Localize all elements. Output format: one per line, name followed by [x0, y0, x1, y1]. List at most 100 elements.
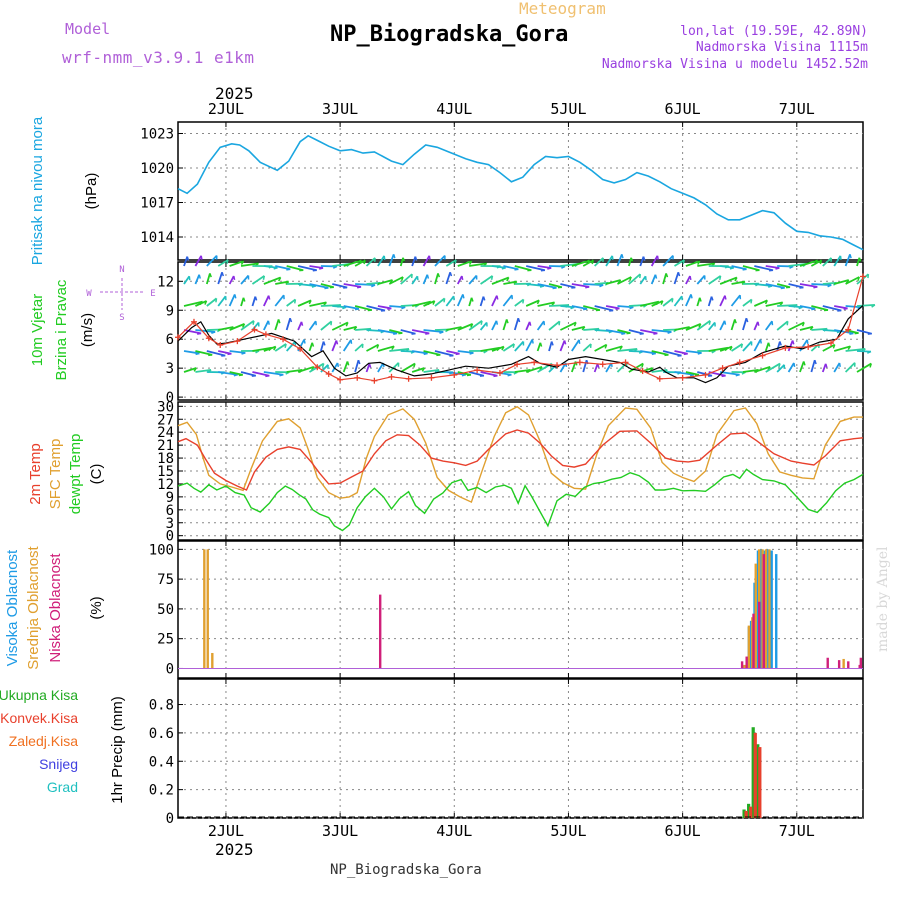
wind-arrow	[708, 321, 716, 331]
meteogram-label: Meteogram	[519, 0, 606, 18]
wind-arrow	[810, 359, 816, 373]
wind-arrow	[617, 348, 638, 352]
wind-arrow	[719, 320, 726, 331]
wind-arrow	[297, 265, 317, 272]
wind-arrow	[833, 255, 842, 267]
cloud-bar	[762, 554, 765, 669]
wind-arrow-head	[461, 275, 464, 281]
wind-arrow	[788, 305, 803, 309]
wind-arrow	[548, 320, 561, 331]
wind-arrow-head	[651, 352, 656, 356]
wind-arrow-head	[629, 276, 632, 282]
wind-arrow	[788, 321, 805, 331]
wind-arrow-head	[811, 308, 816, 311]
y-tick-label: 27	[157, 412, 174, 428]
wind-arrow-head	[480, 320, 483, 325]
cloud-bar	[758, 601, 761, 669]
wind-arrow	[206, 254, 218, 267]
wind-arrow	[617, 305, 634, 309]
wind-arrow-head	[814, 359, 817, 365]
wind-arrow	[468, 274, 478, 285]
wind-arrow	[821, 363, 827, 373]
wind-arrow	[571, 325, 585, 331]
wind-arrow-head	[621, 254, 624, 259]
wind-arrow	[446, 350, 460, 355]
cloud-bar	[206, 549, 209, 669]
wind-arrow	[799, 361, 805, 373]
wind-arrow	[491, 345, 505, 352]
wind-arrow	[605, 279, 621, 285]
wind-arrow	[537, 283, 557, 289]
wind-arrow	[822, 305, 842, 312]
compass-e-label: E	[150, 289, 155, 299]
wind-arrow	[422, 274, 429, 285]
wind-arrow-head	[240, 260, 245, 266]
wind-arrow	[480, 371, 498, 377]
precip-bar	[742, 809, 746, 818]
cloud-bar	[859, 657, 863, 669]
wind-arrow-head	[591, 260, 595, 265]
wind-arrow	[583, 305, 601, 311]
wind-arrow-head	[697, 260, 701, 266]
wind-arrow	[845, 305, 862, 309]
wind-arrow-head	[376, 344, 380, 349]
wind-arrow-head	[285, 281, 290, 285]
wind-arrow-head	[454, 259, 457, 265]
wind-arrow	[674, 326, 690, 331]
cloud-bar	[747, 625, 751, 669]
wind-arrow	[719, 345, 733, 352]
wind-arrow	[252, 371, 270, 377]
wind-arrow	[685, 275, 691, 285]
wind-arrow	[628, 273, 641, 285]
wind-arrow	[331, 321, 349, 331]
wind-arrow	[594, 257, 604, 267]
wind-arrow	[411, 329, 430, 335]
wind-arrow-head	[211, 331, 216, 334]
wind-arrow	[297, 283, 316, 287]
wind-arrow-head	[312, 269, 317, 272]
wind-arrow-head	[641, 363, 644, 368]
wind-arrow-head	[694, 374, 700, 377]
y-tick-label: 100	[149, 542, 174, 558]
cloud-unit: (%)	[88, 596, 105, 619]
wind-arrow-head	[432, 300, 436, 305]
wind-arrow-head	[551, 301, 556, 306]
wind-arrow-head	[345, 322, 349, 327]
wind-arrow	[468, 320, 483, 331]
wind-arrow	[639, 275, 647, 285]
wind-arrow-head	[768, 269, 774, 272]
y-tick-label: 75	[157, 572, 174, 588]
wind-arrow	[707, 296, 713, 307]
wind-arrow	[468, 297, 473, 307]
wind-arrow	[366, 281, 381, 285]
x-tick-label-bottom: 5JUL	[550, 822, 586, 840]
wind-arrow	[195, 329, 216, 333]
wind-arrow-head	[443, 298, 446, 303]
wind-arrow-head	[262, 275, 266, 280]
model-altitude-text: Nadmorska Visina u modelu 1452.52m	[601, 57, 868, 72]
wind-arrow	[240, 274, 250, 285]
precip-bar	[744, 810, 748, 818]
wind-arrow-head	[611, 255, 614, 260]
wind-arrow-head	[186, 256, 190, 261]
wind-arrow	[526, 283, 545, 287]
wind-arrow	[754, 283, 773, 287]
wind-arrow-head	[462, 294, 465, 299]
wind-arrow-head	[665, 273, 669, 278]
wind-arrow	[286, 298, 296, 307]
wind-arrow	[525, 321, 531, 331]
wind-arrow	[822, 281, 837, 285]
wind-arrow	[274, 319, 280, 331]
wind-arrow	[583, 283, 604, 286]
cloud-bar	[847, 661, 850, 669]
wind-arrow-head	[839, 255, 842, 260]
wind-arrow-head	[741, 281, 746, 285]
wind-arrow	[787, 362, 795, 373]
wind-arrow	[399, 257, 404, 267]
high-cloud-axis-label: Visoka Oblacnost	[4, 549, 21, 666]
wind-arrow	[457, 350, 474, 354]
wind-arrow-head	[539, 285, 545, 288]
wind-arrow	[320, 364, 329, 373]
wind-arrow-head	[653, 332, 658, 335]
wind-arrow	[674, 350, 688, 355]
